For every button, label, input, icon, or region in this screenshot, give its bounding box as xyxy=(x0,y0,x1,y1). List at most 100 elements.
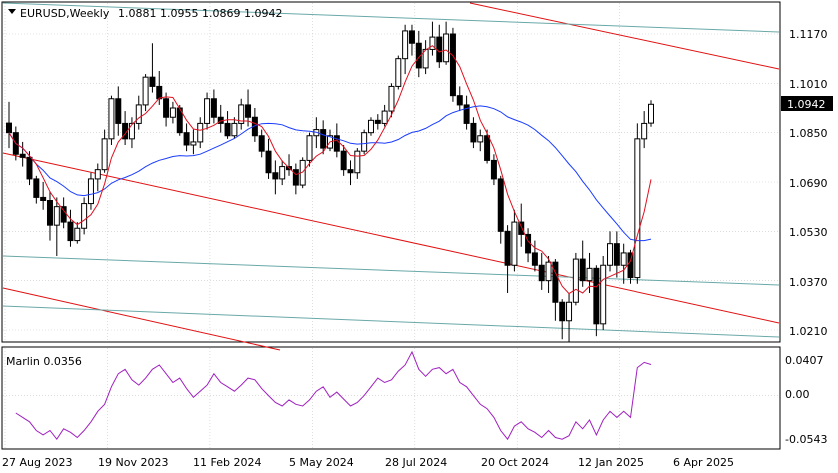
price-tick: 1.1170 xyxy=(789,28,828,41)
time-tick: 27 Aug 2023 xyxy=(2,456,72,469)
candle-body xyxy=(497,178,504,232)
candle-body xyxy=(395,58,402,87)
candle-body xyxy=(408,30,415,44)
middle-teal-channel xyxy=(2,255,780,286)
candle-body xyxy=(620,252,627,266)
moving-averages xyxy=(8,45,652,295)
trendlines xyxy=(2,2,780,351)
time-tick: 5 May 2024 xyxy=(289,456,354,469)
time-tick: 19 Nov 2023 xyxy=(98,456,168,469)
price-tick: 1.0690 xyxy=(789,177,828,190)
indicator-tick: 0.00 xyxy=(785,388,810,401)
price-panel[interactable] xyxy=(1,1,781,343)
candle-body xyxy=(128,122,135,140)
candle-body xyxy=(504,230,511,266)
time-tick: 11 Feb 2024 xyxy=(193,456,261,469)
collapse-triangle-icon[interactable] xyxy=(8,9,16,14)
candle-body xyxy=(87,178,94,205)
indicator-tick: -0.0543 xyxy=(785,433,827,446)
candle-body xyxy=(272,172,279,180)
candle-body xyxy=(183,132,190,146)
candle-body xyxy=(6,122,12,134)
candle-body xyxy=(156,85,163,100)
candle-body xyxy=(641,122,648,140)
upper-red-trendline xyxy=(469,2,780,70)
candle-body xyxy=(40,196,47,202)
time-tick: 12 Jan 2025 xyxy=(578,456,644,469)
candle-body xyxy=(593,267,600,325)
candle-body xyxy=(566,301,573,322)
candle-body xyxy=(388,85,395,112)
candle-body xyxy=(463,104,470,124)
candle-body xyxy=(607,243,614,266)
indicator-title: Marlin 0.0356 xyxy=(6,355,82,368)
candle-body xyxy=(238,104,245,124)
candle-body xyxy=(415,42,422,69)
candle-body xyxy=(94,169,101,180)
indicator-panel[interactable] xyxy=(1,346,781,450)
current-price-tag: 1.0942 xyxy=(781,96,833,111)
candle-body xyxy=(456,95,463,106)
candle-body xyxy=(149,76,156,87)
candle-body xyxy=(381,110,388,124)
time-tick: 20 Oct 2024 xyxy=(481,456,549,469)
candle-body xyxy=(53,206,60,226)
candle-body xyxy=(429,36,436,50)
candle-body xyxy=(46,200,53,226)
candle-body xyxy=(265,150,272,174)
current-price: 1.0942 xyxy=(787,98,826,111)
candle-body xyxy=(347,169,354,174)
candle-body xyxy=(190,141,197,146)
price-tick: 1.1010 xyxy=(789,78,828,91)
candle-body xyxy=(231,122,238,137)
candle-body xyxy=(333,135,340,152)
candle-body xyxy=(108,98,115,140)
candle-body xyxy=(470,122,477,143)
candle-body xyxy=(19,153,26,158)
candle-body xyxy=(210,98,217,118)
candle-body xyxy=(511,221,518,266)
candle-body xyxy=(142,76,149,106)
candle-body xyxy=(292,169,299,186)
candles xyxy=(6,21,654,343)
price-axis: 1.1170 1.1010 1.0850 1.0690 1.0530 1.037… xyxy=(789,28,828,338)
candle-body xyxy=(197,122,204,143)
candle-body xyxy=(258,135,265,152)
candle-body xyxy=(538,264,545,282)
price-tick: 1.0210 xyxy=(789,325,828,338)
candle-body xyxy=(224,122,231,137)
candle-body xyxy=(484,135,491,161)
candle-body xyxy=(60,206,67,223)
candle-body xyxy=(26,156,33,180)
lower-red-trendline xyxy=(2,287,281,351)
candle-body xyxy=(518,221,525,235)
candle-body xyxy=(402,30,409,60)
candle-body xyxy=(340,150,347,171)
blue-moving-average xyxy=(8,105,652,242)
price-tick: 1.0530 xyxy=(789,226,828,239)
candle-body xyxy=(545,261,552,282)
candle-body xyxy=(531,252,538,266)
candle-body xyxy=(490,159,497,180)
candle-body xyxy=(279,166,286,180)
candle-body xyxy=(586,267,593,282)
candle-body xyxy=(169,107,176,118)
candle-body xyxy=(101,138,108,171)
ohlc-label: 1.0881 1.0955 1.0869 1.0942 xyxy=(118,7,282,20)
candle-body xyxy=(572,258,579,303)
candle-body xyxy=(477,135,484,143)
marlin-indicator xyxy=(15,350,652,441)
candle-body xyxy=(600,264,607,325)
time-tick: 28 Jul 2024 xyxy=(385,456,447,469)
candle-body xyxy=(436,36,443,63)
time-axis: 27 Aug 2023 19 Nov 2023 11 Feb 2024 5 Ma… xyxy=(2,456,734,469)
candle-body xyxy=(81,203,88,229)
candle-body xyxy=(33,178,40,198)
time-tick: 6 Apr 2025 xyxy=(673,456,734,469)
middle-red-trendline xyxy=(2,152,780,324)
candle-body xyxy=(320,129,327,149)
candle-body xyxy=(449,33,456,97)
candle-body xyxy=(354,150,361,174)
candle-body xyxy=(67,221,74,242)
